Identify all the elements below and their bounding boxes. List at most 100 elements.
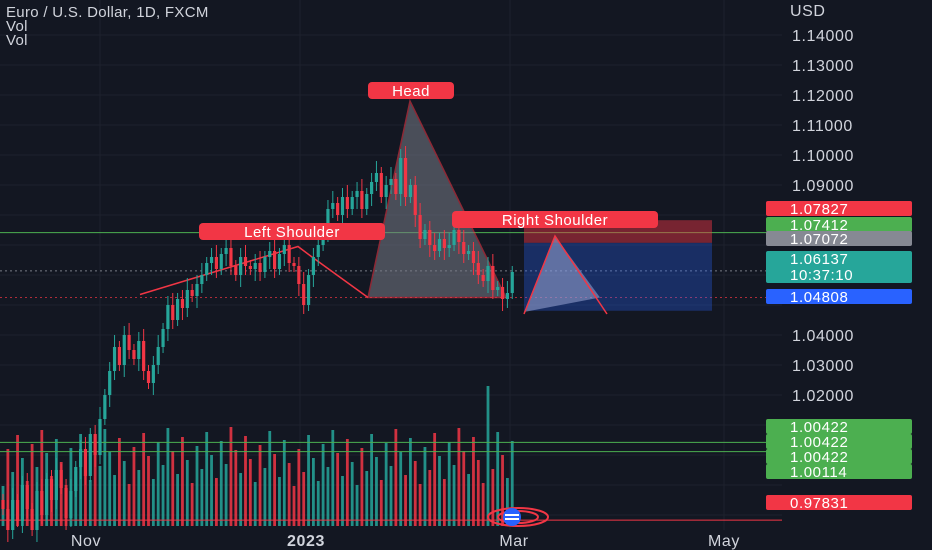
volume-bar [84,457,87,526]
price-tick-label: 1.11000 [792,118,853,135]
volume-bar [462,451,466,526]
volume-bar [375,457,378,526]
volume-bar [312,458,315,526]
candle-body [457,230,461,242]
volume-bar [404,475,407,526]
price-tag-label: 0.97831 [790,495,848,512]
candle-body [151,365,155,383]
price-tick-label: 1.09000 [792,178,854,195]
volume-bar [239,473,243,526]
volume-bar [438,456,441,526]
candle-body [229,248,233,266]
pattern-labels[interactable]: Head Left Shoulder Right Shoulder [199,82,658,241]
volume-bar [195,446,199,526]
price-tag-bg [766,201,912,216]
candle-body [389,179,393,185]
volume-bar [316,481,320,526]
candle-body [263,257,267,272]
candle-body [510,272,514,293]
candle-body [336,203,340,215]
volume-bar [360,448,364,526]
candle-body [292,263,296,266]
volume-bar [137,470,141,526]
volume-bar [355,485,359,526]
us-flag-icon[interactable] [487,507,549,527]
head-shoulders-pattern[interactable] [139,98,608,315]
candle-body [370,182,374,194]
candle-body [209,257,214,263]
candle-body [277,254,282,269]
candle-body [166,305,170,329]
volume-bar [292,486,296,526]
candle-body [273,251,277,269]
price-tag-label: 1.00422 [790,434,848,451]
volume-bar [210,455,213,526]
volume-bar [147,456,150,526]
volume-bar [384,443,388,526]
price-tag: 1.00422 [766,419,912,436]
head-label[interactable]: Head [368,82,454,100]
volume-bar [74,471,78,526]
price-tag-label: 1.00114 [790,464,847,481]
volume-bar [394,429,398,526]
volume-bar [345,439,349,526]
candle-body [98,419,102,455]
candle-body [127,335,131,350]
volume-bar [258,445,262,526]
volume-bar [161,465,165,526]
price-tag: 1.00422 [766,434,912,451]
currency-label: USD [790,3,826,20]
candle-body [239,257,243,275]
candle-body [248,266,252,269]
candle-body [302,284,306,305]
volume-bar [127,484,131,526]
candle-body [224,248,228,254]
price-tag: 1.00422 [766,449,912,466]
volume-bar [88,480,92,526]
volume-indicator-label-2[interactable]: Vol [6,32,28,49]
candle-body [122,335,126,365]
right-shoulder-label[interactable]: Right Shoulder [452,211,658,229]
volume-bar [190,483,194,526]
candle-body [40,491,44,515]
price-tick-label: 1.03000 [792,358,854,375]
price-tag-bg [766,434,912,449]
left-shoulder-line [139,245,369,299]
volume-indicator-label-1[interactable]: Vol [6,18,28,35]
time-label: Mar [499,533,528,550]
volume-bar [491,469,495,526]
left-shoulder-label[interactable]: Left Shoulder [199,223,385,241]
price-tag-label: 1.00422 [790,419,848,436]
candle-body [142,341,146,371]
volume-bar [331,430,335,526]
candle-body [25,485,29,509]
candle-body [462,242,466,254]
volume-bar [166,428,170,526]
candle-body [481,275,485,281]
time-axis[interactable]: Nov 2023 Mar May [71,533,740,550]
volume-bar [248,459,252,526]
candle-body [234,266,238,275]
volume-bar [282,440,286,526]
candle-body [306,275,311,305]
volume-bar [113,475,116,526]
volume-bar [307,435,310,526]
symbol-title[interactable]: Euro / U.S. Dollar, 1D, FXCM [6,4,209,21]
candle-body [399,158,403,194]
candle-body [54,470,58,500]
volume-bar [132,447,136,526]
volume-bar [142,433,146,526]
volume-bar [418,484,422,526]
candle-body [195,284,199,296]
candle-body [185,290,189,308]
price-tag-bg [766,495,912,510]
price-tag-bg [766,251,912,283]
candle-body [408,185,412,197]
volume-bar [287,463,291,526]
volume-bar [423,447,427,526]
candle-body [253,263,257,269]
volume-bar [452,465,456,526]
candlesticks [1,146,514,542]
